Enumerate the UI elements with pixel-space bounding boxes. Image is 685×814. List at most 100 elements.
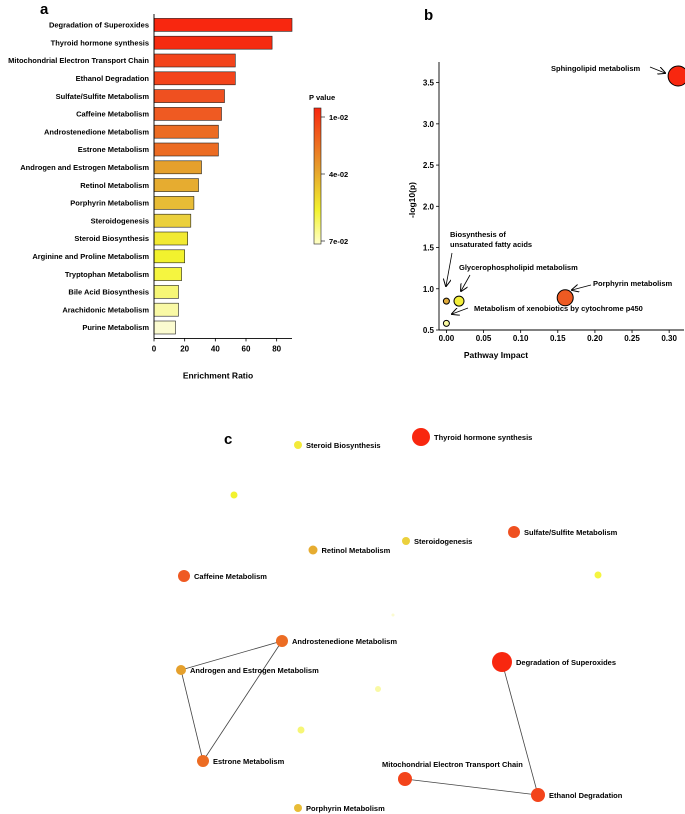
edge-androstenedione-metabolism-to-androgen-and-estrogen-metabolism — [180, 640, 283, 671]
category-label-sulfate-sulfite-metabolism: Sulfate/Sulfite Metabolism — [56, 92, 150, 101]
category-label-steroidogenesis: Steroidogenesis — [91, 216, 149, 225]
label-glycerophospholipid: Glycerophospholipid metabolism — [459, 263, 578, 272]
node-label-androgen-and-estrogen-metabolism: Androgen and Estrogen Metabolism — [190, 666, 319, 675]
category-label-purine-metabolism: Purine Metabolism — [82, 323, 149, 332]
node-thyroid-hormone-synthesis — [412, 428, 430, 446]
point-metabolism-of-xenobiotics-by-cytochrome-p450 — [442, 319, 450, 327]
node-label-sulfate-sulfite-metabolism: Sulfate/Sulfite Metabolism — [524, 528, 618, 537]
x-tick-label: 0.00 — [439, 334, 455, 343]
x-tick-label: 0.20 — [587, 334, 603, 343]
category-label-porphyrin-metabolism: Porphyrin Metabolism — [70, 199, 149, 208]
node-label-estrone-metabolism: Estrone Metabolism — [213, 757, 285, 766]
x-tick-label: 60 — [242, 344, 251, 353]
bar-androstenedione-metabolism — [153, 124, 219, 139]
edge-degradation-of-superoxides-to-ethanol-degradation — [501, 661, 539, 796]
point-sphingolipid-metabolism — [667, 65, 685, 87]
y-tick-label: 0.5 — [423, 326, 435, 335]
panel-a-letter: a — [40, 1, 49, 18]
node-label-thyroid-hormone-synthesis: Thyroid hormone synthesis — [434, 433, 532, 442]
x-tick-label: 0.15 — [550, 334, 566, 343]
category-label-arachidonic-metabolism: Arachidonic Metabolism — [62, 305, 149, 314]
legend-colorbar — [313, 107, 322, 245]
x-tick-label: 20 — [180, 344, 189, 353]
node-label-androstenedione-metabolism: Androstenedione Metabolism — [292, 637, 397, 646]
label-xenobiotics: Metabolism of xenobiotics by cytochrome … — [474, 304, 643, 313]
node-unlabeled-15 — [391, 613, 395, 617]
panel-b-annotations: Sphingolipid metabolism Porphyrin metabo… — [446, 64, 673, 314]
x-tick-label: 80 — [272, 344, 281, 353]
node-estrone-metabolism — [197, 755, 209, 767]
edge-androstenedione-metabolism-to-estrone-metabolism — [202, 640, 283, 762]
y-tick-label: 2.5 — [423, 161, 435, 170]
point-biosynthesis-of-unsaturated-fatty-acids — [442, 297, 450, 305]
x-axis-title: Enrichment Ratio — [183, 370, 253, 380]
category-label-mitochondrial-electron-transport-chain: Mitochondrial Electron Transport Chain — [8, 56, 149, 65]
node-unlabeled-17 — [297, 726, 305, 734]
y-axis-title: -log10(p) — [407, 182, 417, 218]
category-label-retinol-metabolism: Retinol Metabolism — [80, 181, 149, 190]
node-label-steroid-biosynthesis: Steroid Biosynthesis — [306, 441, 381, 450]
bar-estrone-metabolism — [153, 142, 219, 157]
node-label-porphyrin-metabolism: Porphyrin Metabolism — [306, 804, 385, 813]
label-biosynthesis-line-1: Biosynthesis of — [450, 230, 506, 239]
bar-sulfate-sulfite-metabolism — [153, 89, 225, 103]
node-sulfate-sulfite-metabolism — [508, 526, 520, 538]
edge-androgen-and-estrogen-metabolism-to-estrone-metabolism — [180, 669, 204, 762]
node-mitochondrial-electron-transport-chain — [398, 772, 412, 786]
bar-arginine-and-proline-metabolism — [153, 249, 186, 264]
panel-a-bar-chart: Degradation of Superoxides Thyroid hormon… — [8, 14, 293, 380]
bar-tryptophan-metabolism — [153, 267, 182, 281]
node-retinol-metabolism — [308, 545, 318, 555]
node-label-retinol-metabolism: Retinol Metabolism — [322, 546, 391, 555]
bar-caffeine-metabolism — [153, 107, 222, 121]
bar-steroidogenesis — [153, 213, 192, 228]
y-tick-label: 3.0 — [423, 120, 435, 129]
panel-c-letter: c — [224, 431, 232, 448]
panel-b-letter: b — [424, 7, 433, 24]
node-ethanol-degradation — [531, 788, 545, 802]
x-tick-label: 0.25 — [624, 334, 640, 343]
p-value-legend: P value 1e-02 4e-02 7e-02 — [309, 93, 348, 246]
bar-steroid-biosynthesis — [153, 231, 189, 246]
category-label-androstenedione-metabolism: Androstenedione Metabolism — [44, 127, 149, 136]
x-tick-label: 0.30 — [661, 334, 677, 343]
panel-c-network: Steroid Biosynthesis Thyroid hormone synt… — [176, 428, 623, 813]
legend-tick-1: 1e-02 — [329, 113, 348, 122]
x-axis-title: Pathway Impact — [464, 350, 528, 360]
category-label-tryptophan-metabolism: Tryptophan Metabolism — [65, 270, 150, 279]
x-tick-label: 0.05 — [476, 334, 492, 343]
bar-degradation-of-superoxides — [153, 18, 293, 32]
category-label-steroid-biosynthesis: Steroid Biosynthesis — [74, 234, 149, 243]
y-tick-label: 3.5 — [423, 79, 435, 88]
category-label-ethanol-degradation: Ethanol Degradation — [76, 74, 150, 83]
point-glycerophospholipid-metabolism — [453, 295, 465, 307]
category-label-estrone-metabolism: Estrone Metabolism — [78, 145, 150, 154]
y-tick-label: 2.0 — [423, 202, 435, 211]
node-steroid-biosynthesis — [294, 441, 302, 449]
node-steroidogenesis — [402, 537, 410, 545]
edge-mitochondrial-electron-transport-chain-to-ethanol-degradation — [404, 778, 539, 796]
category-label-bile-acid-biosynthesis: Bile Acid Biosynthesis — [68, 288, 149, 297]
x-tick-label: 40 — [211, 344, 220, 353]
legend-tick-2: 4e-02 — [329, 170, 348, 179]
legend-title: P value — [309, 93, 335, 102]
node-label-caffeine-metabolism: Caffeine Metabolism — [194, 572, 267, 581]
category-label-arginine-and-proline-metabolism: Arginine and Proline Metabolism — [32, 252, 149, 261]
bar-thyroid-hormone-synthesis — [153, 35, 273, 50]
category-label-thyroid-hormone-synthesis: Thyroid hormone synthesis — [51, 38, 149, 47]
node-degradation-of-superoxides — [492, 652, 512, 672]
node-androstenedione-metabolism — [276, 635, 288, 647]
bar-mitochondrial-electron-transport-chain — [153, 53, 236, 68]
category-label-caffeine-metabolism: Caffeine Metabolism — [76, 110, 149, 119]
bar-purine-metabolism — [153, 320, 176, 335]
node-label-mitochondrial-electron-transport-chain: Mitochondrial Electron Transport Chain — [382, 760, 523, 769]
node-porphyrin-metabolism — [294, 804, 302, 812]
node-label-degradation-of-superoxides: Degradation of Superoxides — [516, 658, 616, 667]
legend-tick-3: 7e-02 — [329, 237, 348, 246]
bar-androgen-and-estrogen-metabolism — [153, 160, 202, 175]
x-tick-label: 0 — [152, 344, 157, 353]
node-caffeine-metabolism — [178, 570, 190, 582]
label-biosynthesis-line-2: unsaturated fatty acids — [450, 240, 532, 249]
label-porphyrin: Porphyrin metabolism — [593, 279, 673, 288]
